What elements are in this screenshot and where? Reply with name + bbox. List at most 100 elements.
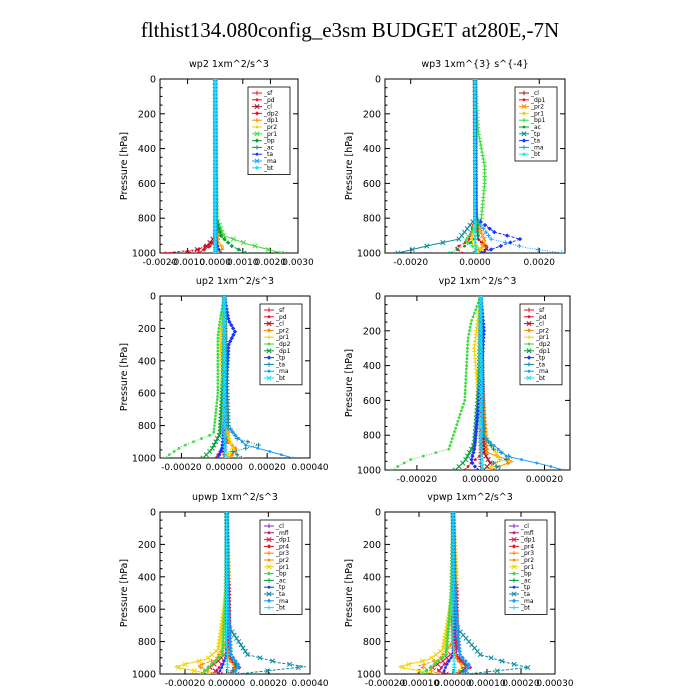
data-point-tp — [470, 460, 475, 466]
data-point-dp2 — [464, 381, 468, 385]
data-point-dp2 — [217, 330, 220, 334]
y-tick-label: 800 — [363, 214, 381, 225]
data-point-ma — [235, 665, 241, 670]
data-point-pr1 — [226, 436, 232, 441]
y-tick-label: 200 — [138, 324, 156, 335]
data-point-ma — [230, 430, 234, 434]
data-point-bt — [213, 135, 218, 141]
data-point-pr1 — [182, 661, 188, 667]
data-point-bp — [216, 655, 222, 660]
data-point-bp — [221, 629, 226, 635]
series-line-pd — [165, 79, 217, 253]
legend-entry: _bt — [530, 151, 541, 158]
data-point-bt — [473, 115, 477, 119]
data-point-bp — [448, 603, 453, 609]
data-point-dp2 — [162, 456, 166, 458]
data-point-pr1 — [229, 442, 234, 448]
data-point-ma — [488, 236, 494, 242]
y-tick-label: 400 — [363, 144, 381, 155]
legend-box — [247, 86, 291, 175]
data-point-bt — [473, 119, 477, 123]
data-point-pr1 — [213, 648, 219, 654]
legend-entry: _ma — [520, 598, 534, 605]
data-point-bt — [213, 177, 218, 183]
data-point-bt — [473, 84, 477, 88]
data-point-bp — [209, 662, 214, 667]
x-tick-label: 0.0020 — [255, 258, 287, 268]
data-point-ma — [280, 453, 283, 457]
data-point-ma — [227, 623, 232, 628]
data-point-dp2 — [468, 329, 471, 333]
data-point-pr2 — [460, 662, 463, 666]
x-tick-label: 0.00020 — [250, 679, 287, 689]
y-axis-label: Pressure [hPa] — [344, 349, 355, 417]
data-point-bp1 — [470, 243, 475, 249]
x-tick-label: 0.0000 — [459, 258, 491, 268]
legend-entry: _pr2 — [275, 327, 289, 334]
x-tick-label: 0.0020 — [524, 258, 556, 268]
data-point-tp — [227, 319, 232, 325]
chart-title: wp3 1xm^{3} s^{-4} — [421, 59, 528, 70]
data-point-bt — [213, 236, 218, 242]
data-point-ma — [256, 446, 260, 450]
data-point-bt — [213, 226, 218, 231]
data-point-bt — [473, 122, 477, 126]
data-point-bp1 — [479, 146, 484, 151]
data-point-bt — [473, 95, 477, 98]
legend-entry: _ta — [530, 138, 540, 145]
data-point-bt — [452, 671, 457, 674]
data-point-pr1 — [416, 668, 422, 674]
legend-entry: _pr2 — [275, 557, 289, 564]
chart-panel-3: up2 1xm^2/s^3 Pressure [hPa] 0 200 400 600 800… — [119, 276, 329, 473]
data-point-bp — [445, 632, 451, 638]
data-point-bt — [213, 233, 218, 238]
legend-marker — [267, 531, 271, 535]
data-point-bt — [222, 455, 228, 458]
data-point-ma — [227, 636, 233, 641]
data-point-dp2 — [192, 440, 195, 444]
data-point-bt — [213, 219, 218, 224]
data-point-bt — [213, 94, 218, 99]
data-point-bt — [473, 202, 477, 206]
data-point-ma — [454, 616, 460, 622]
data-point-ma — [240, 440, 244, 444]
data-point-dp2 — [463, 392, 467, 395]
data-point-ta — [229, 629, 235, 635]
legend: _sf_pd_cl_dp2_dp1_pr2_pr1_bp_ac_ta_ma_bt — [247, 86, 291, 175]
data-point-bp — [444, 642, 450, 648]
data-point-pr1 — [207, 671, 213, 674]
data-point-bt — [474, 251, 478, 253]
data-point-bp — [444, 649, 449, 654]
legend-marker — [521, 90, 527, 96]
y-tick-label: 800 — [363, 431, 381, 442]
data-point-ma — [456, 639, 461, 644]
chart-panel-4: vp2 1xm^2/s^3 Pressure [hPa] 0 200 400 600 800… — [344, 276, 571, 485]
data-point-tp — [472, 446, 477, 452]
data-point-ta — [239, 455, 244, 458]
data-point-bt — [473, 234, 477, 238]
data-point-dp2 — [471, 315, 475, 319]
chart-panel-6: vpwp 1xm^2/s^3 Pressure [hPa] 0 200 400 600 80… — [344, 492, 574, 689]
data-point-bp — [221, 619, 227, 625]
legend-marker — [254, 104, 260, 110]
y-tick-label: 1000 — [132, 670, 156, 681]
data-point-ma — [227, 639, 233, 644]
data-point-pr2 — [480, 233, 486, 239]
x-tick-label: 0.00000 — [434, 679, 471, 689]
data-point-bt — [473, 91, 477, 95]
data-point-bt — [473, 178, 477, 182]
data-point-bt — [213, 174, 218, 179]
data-point-dp1 — [465, 453, 471, 459]
data-point-dp2 — [466, 336, 470, 340]
data-point-dp2 — [216, 382, 220, 385]
data-point-tp — [471, 450, 476, 455]
data-point-bp — [424, 668, 429, 673]
data-point-pr2 — [233, 446, 238, 451]
data-point-cl — [185, 250, 191, 253]
data-point-bt — [473, 147, 477, 151]
series-line-cl — [187, 79, 217, 253]
data-point-ma — [233, 658, 238, 664]
legend-marker — [512, 531, 516, 535]
data-point-bp — [420, 671, 425, 674]
data-point-bt — [213, 79, 218, 82]
